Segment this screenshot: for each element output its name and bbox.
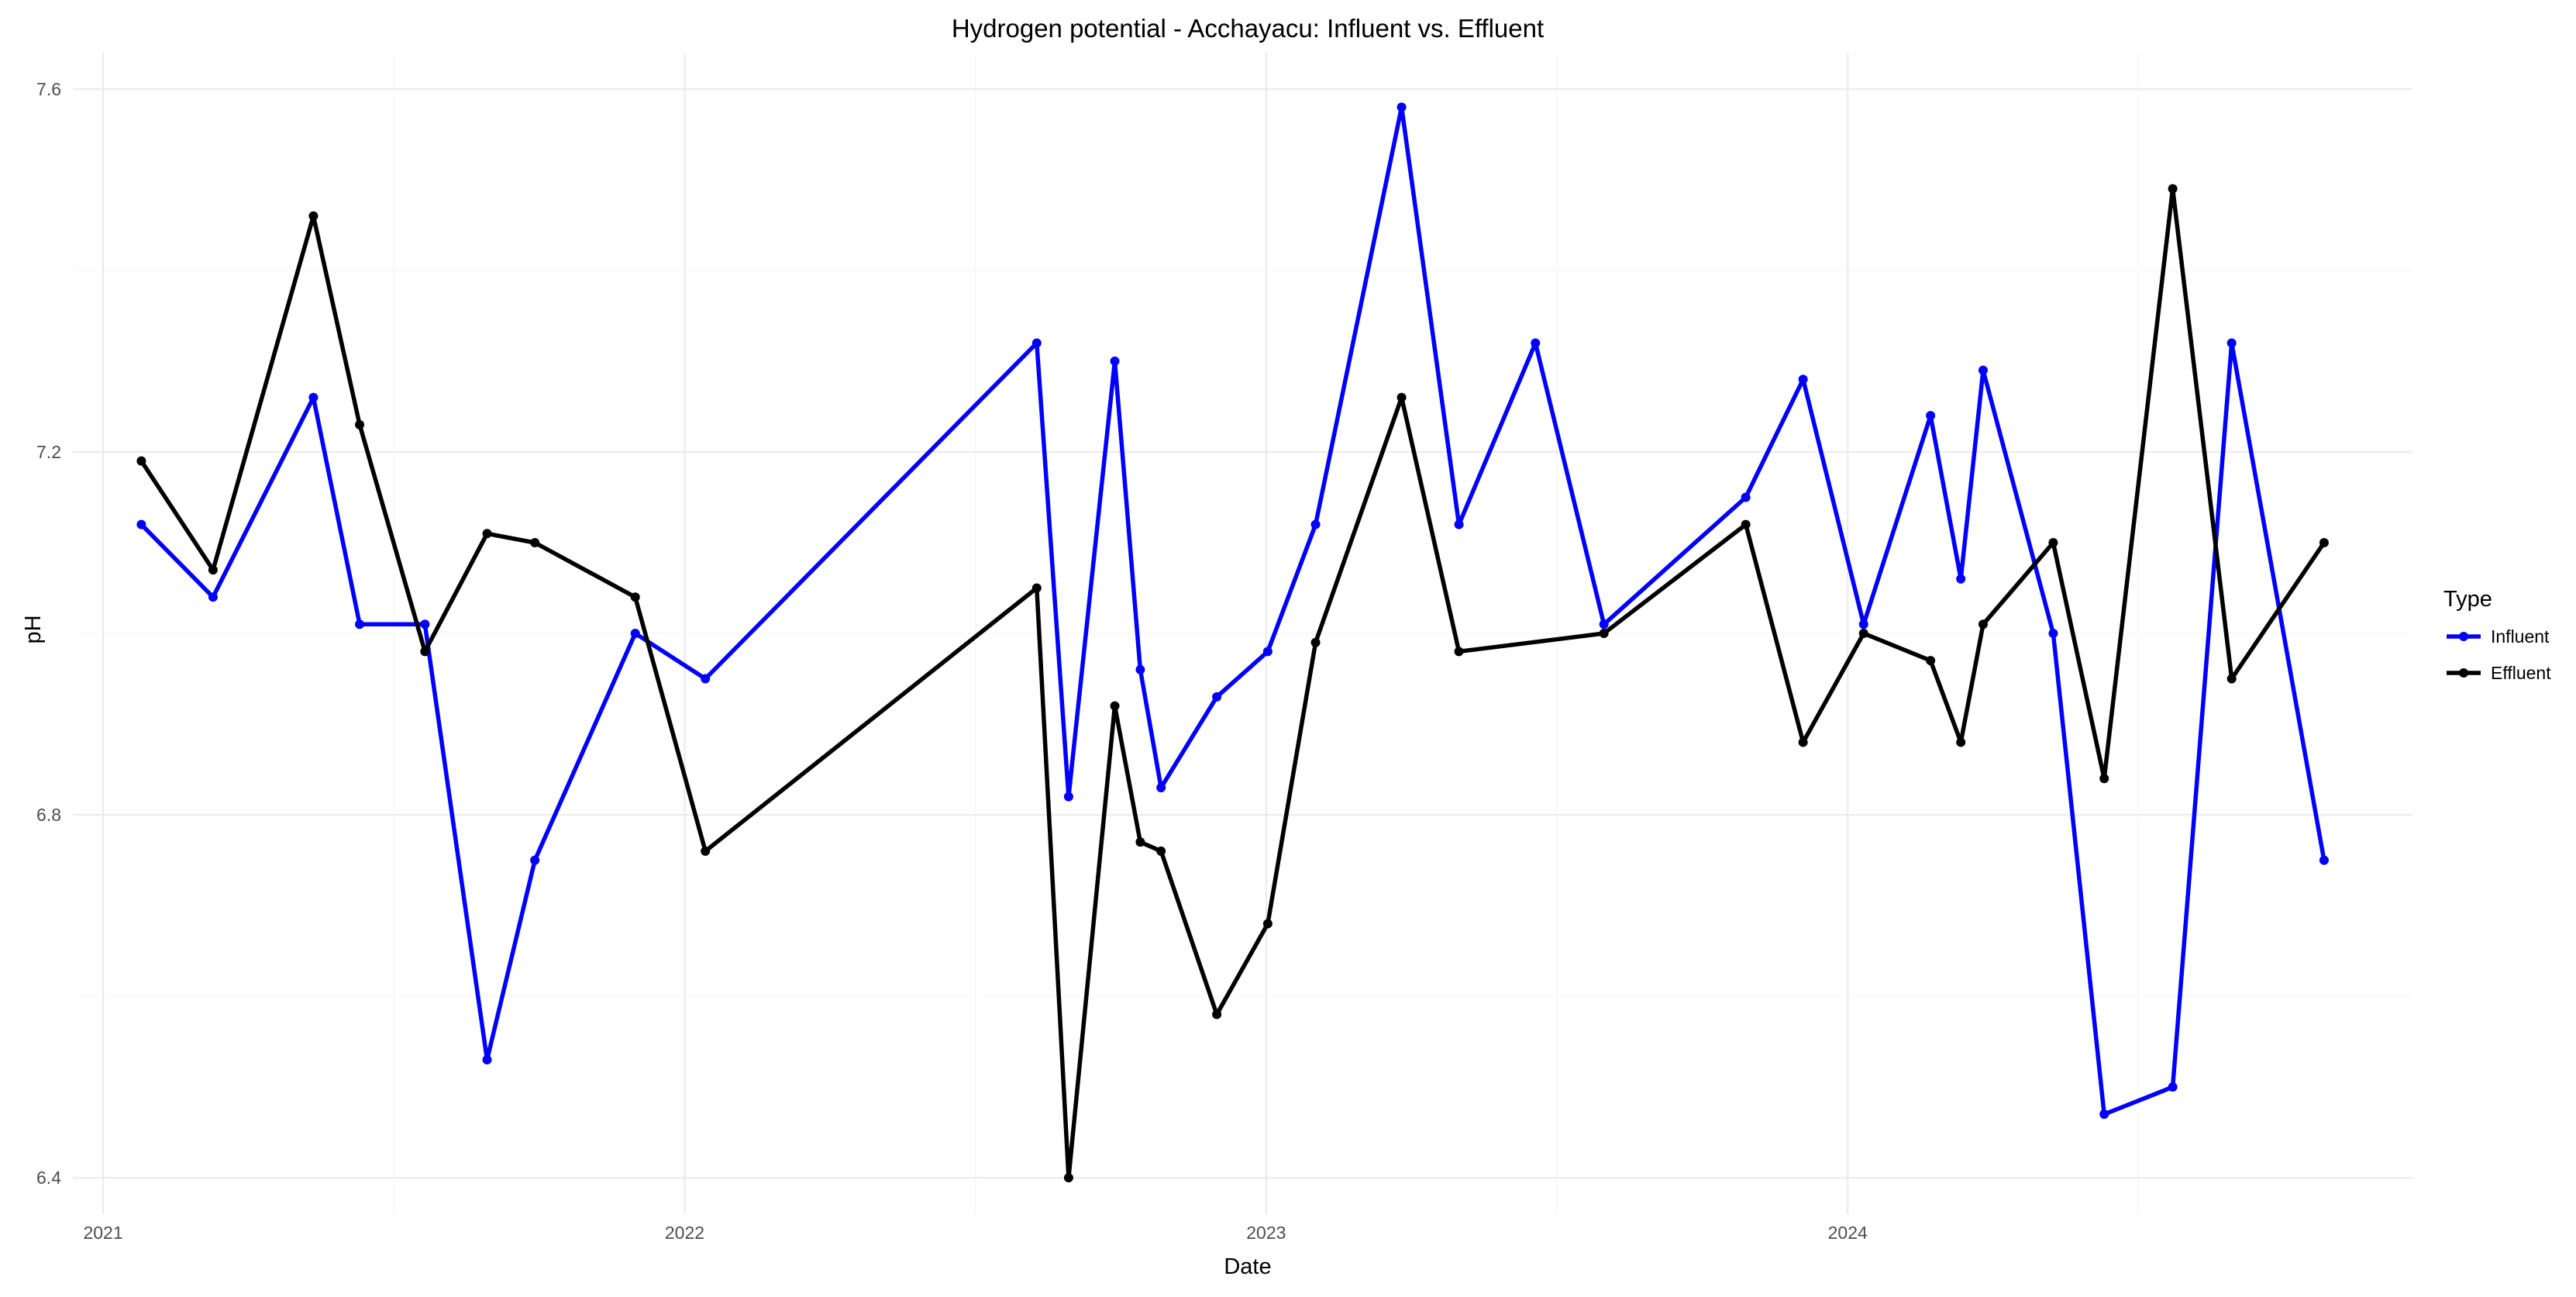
influent-data-point bbox=[1110, 356, 1120, 366]
series-layer bbox=[136, 102, 2329, 1183]
influent-data-point bbox=[630, 629, 640, 638]
influent-data-point bbox=[1262, 647, 1273, 657]
influent-data-point bbox=[701, 674, 711, 684]
effluent-data-point bbox=[1926, 656, 1936, 666]
effluent-data-point bbox=[2319, 537, 2329, 547]
influent-data-point bbox=[1858, 619, 1868, 630]
effluent-data-point bbox=[2099, 774, 2109, 784]
x-tick-label: 2022 bbox=[665, 1223, 704, 1243]
influent-data-point bbox=[136, 519, 146, 529]
influent-data-point bbox=[355, 619, 365, 630]
influent-data-point bbox=[1531, 338, 1541, 348]
effluent-data-point bbox=[1396, 392, 1407, 402]
legend: Type Influent Effluent bbox=[2443, 587, 2551, 683]
influent-data-point bbox=[2099, 1109, 2109, 1119]
effluent-data-point bbox=[2226, 674, 2237, 684]
effluent-data-point bbox=[420, 647, 430, 657]
legend-label-influent: Influent bbox=[2491, 626, 2550, 647]
effluent-data-point bbox=[1031, 583, 1042, 593]
influent-data-point bbox=[1310, 519, 1321, 529]
influent-data-point bbox=[482, 1055, 492, 1065]
influent-data-point bbox=[1031, 338, 1042, 348]
effluent-data-point bbox=[1063, 1173, 1073, 1183]
effluent-data-point bbox=[1110, 701, 1120, 711]
influent-data-point bbox=[1599, 619, 1609, 630]
influent-data-point bbox=[308, 392, 319, 402]
y-tick-label: 7.6 bbox=[36, 79, 61, 99]
legend-item-influent: Influent bbox=[2447, 626, 2550, 647]
y-tick-label: 7.2 bbox=[36, 442, 61, 462]
legend-title: Type bbox=[2443, 587, 2492, 612]
influent-data-point bbox=[1798, 374, 1808, 385]
effluent-data-point bbox=[1212, 1009, 1222, 1019]
tick-labels: 6.4 6.8 7.2 7.6 2021 2022 2023 2024 bbox=[36, 79, 1868, 1243]
effluent-data-point bbox=[1135, 837, 1145, 847]
effluent-data-point bbox=[2048, 537, 2058, 547]
minor-gridlines bbox=[73, 53, 2412, 1214]
influent-data-point bbox=[1454, 519, 1464, 529]
influent-data-point bbox=[1926, 411, 1936, 421]
influent-data-point bbox=[1741, 492, 1751, 502]
influent-data-point bbox=[1212, 692, 1222, 702]
x-tick-label: 2023 bbox=[1246, 1223, 1286, 1243]
influent-data-point bbox=[1063, 792, 1073, 802]
effluent-data-point bbox=[2168, 184, 2178, 194]
effluent-data-point bbox=[1156, 846, 1166, 856]
effluent-data-point bbox=[136, 456, 146, 466]
influent-data-point bbox=[2319, 855, 2329, 865]
influent-data-point bbox=[2048, 629, 2058, 638]
effluent-data-point bbox=[308, 211, 319, 221]
effluent-data-point bbox=[208, 565, 218, 575]
effluent-data-point bbox=[1599, 629, 1609, 638]
x-tick-label: 2024 bbox=[1828, 1223, 1868, 1243]
effluent-data-point bbox=[530, 537, 540, 547]
influent-data-point bbox=[1396, 102, 1407, 112]
legend-key-effluent-point bbox=[2459, 668, 2468, 678]
influent-data-point bbox=[1956, 574, 1966, 584]
effluent-data-point bbox=[1741, 519, 1751, 529]
influent-data-point bbox=[208, 592, 218, 602]
effluent-data-point bbox=[1978, 619, 1988, 630]
effluent-data-point bbox=[482, 529, 492, 539]
effluent-data-point bbox=[1310, 637, 1321, 647]
chart-title: Hydrogen potential - Acchayacu: Influent… bbox=[952, 14, 1544, 43]
influent-data-point bbox=[530, 855, 540, 865]
influent-data-point bbox=[1156, 782, 1166, 792]
effluent-data-point bbox=[355, 419, 365, 429]
effluent-data-point bbox=[1454, 647, 1464, 657]
effluent-data-point bbox=[1858, 629, 1868, 638]
effluent-data-point bbox=[630, 592, 640, 602]
y-axis-title: pH bbox=[21, 615, 46, 643]
legend-key-influent-point bbox=[2459, 632, 2468, 641]
influent-data-point bbox=[1135, 664, 1145, 674]
legend-label-effluent: Effluent bbox=[2491, 663, 2551, 683]
legend-item-effluent: Effluent bbox=[2447, 663, 2551, 683]
effluent-data-point bbox=[1798, 737, 1808, 747]
influent-data-point bbox=[420, 619, 430, 630]
effluent-data-point bbox=[1956, 737, 1966, 747]
influent-data-point bbox=[1978, 365, 1988, 375]
major-gridlines bbox=[73, 53, 2412, 1214]
y-tick-label: 6.4 bbox=[36, 1168, 61, 1188]
influent-data-point bbox=[2168, 1082, 2178, 1092]
x-tick-label: 2021 bbox=[83, 1223, 122, 1243]
y-tick-label: 6.8 bbox=[36, 805, 61, 825]
influent-series-line bbox=[139, 105, 2326, 1117]
effluent-data-point bbox=[701, 846, 711, 856]
influent-data-point bbox=[2226, 338, 2237, 348]
x-axis-title: Date bbox=[1224, 1254, 1271, 1279]
effluent-data-point bbox=[1262, 919, 1273, 929]
